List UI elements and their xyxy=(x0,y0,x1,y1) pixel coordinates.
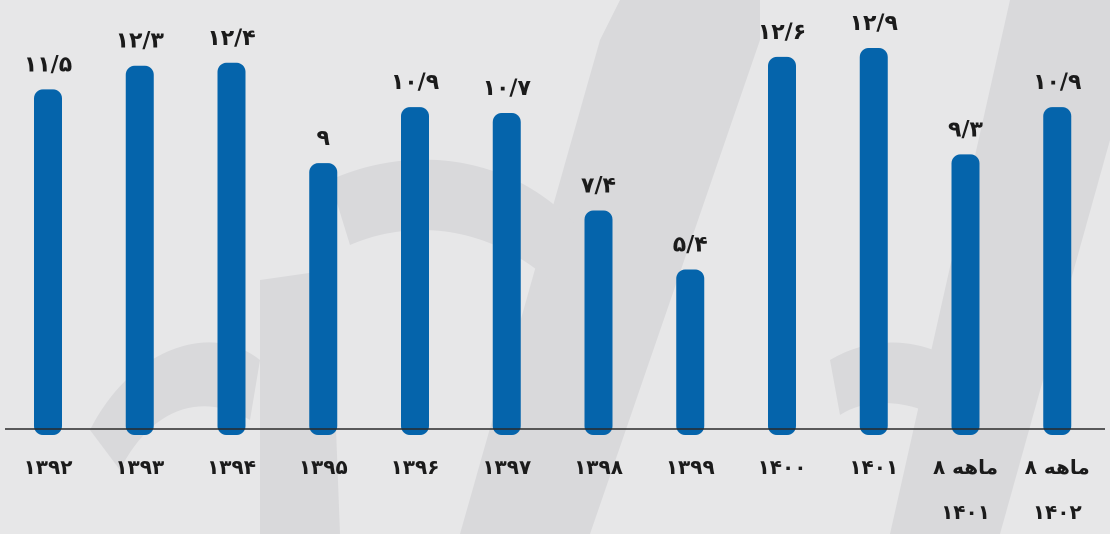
value-label: ۱۰/۹ xyxy=(1033,70,1081,95)
value-label: ۱۰/۹ xyxy=(391,70,439,95)
value-label: ۹ xyxy=(317,126,330,151)
bar xyxy=(34,89,62,435)
bar xyxy=(951,154,980,436)
category-label: ۱۳۹۹ xyxy=(666,455,715,479)
bar xyxy=(492,112,521,435)
category-label: ۱۳۹۴ xyxy=(207,455,256,479)
category-label: ۱۴۰۲ xyxy=(1033,500,1082,524)
bar xyxy=(217,62,246,435)
bar xyxy=(1043,107,1072,436)
bar xyxy=(676,269,705,435)
category-label: ۸ ماهه xyxy=(933,455,998,479)
bar xyxy=(768,56,796,435)
value-label: ۱۱/۵ xyxy=(24,52,72,77)
value-label: ۱۲/۶ xyxy=(758,20,806,45)
bar xyxy=(309,163,338,436)
category-label: ۸ ماهه xyxy=(1025,455,1090,479)
bar xyxy=(584,210,613,435)
category-label: ۱۳۹۲ xyxy=(24,455,73,479)
bar xyxy=(401,107,429,436)
category-label: ۱۳۹۶ xyxy=(391,455,440,479)
category-label: ۱۳۹۵ xyxy=(299,455,348,479)
value-label: ۷/۴ xyxy=(581,173,616,198)
value-label: ۹/۳ xyxy=(948,117,983,142)
value-label: ۱۲/۹ xyxy=(850,11,898,36)
category-label: ۱۴۰۰ xyxy=(758,455,807,479)
bar xyxy=(125,65,154,435)
category-label: ۱۴۰۱ xyxy=(849,455,898,479)
value-label: ۱۲/۴ xyxy=(207,26,255,51)
bars-group xyxy=(34,48,1072,436)
bar xyxy=(859,48,888,435)
value-label: ۱۰/۷ xyxy=(483,76,532,101)
category-label: ۱۴۰۱ xyxy=(941,500,990,524)
category-label: ۱۳۹۸ xyxy=(574,455,623,479)
value-labels-group: ۱۱/۵ ۱۲/۳ ۱۲/۴ ۹ ۱۰/۹ ۱۰/۷ ۷/۴ ۵/۴ ۱۲/۶ ۱۲/۹ ۹/۳ ۱۰… xyxy=(24,11,1082,258)
category-label: ۱۳۹۳ xyxy=(115,455,164,479)
category-label: ۱۳۹۷ xyxy=(482,455,531,479)
value-label: ۵/۴ xyxy=(673,233,708,258)
value-label: ۱۲/۳ xyxy=(116,29,165,54)
category-labels-group: ۱۳۹۲ ۱۳۹۳ ۱۳۹۴ ۱۳۹۵ ۱۳۹۶ ۱۳۹۷ ۱۳۹۸ ۱۳۹۹ ۱۴۰۰ ۱۴۰۱… xyxy=(24,455,1090,524)
